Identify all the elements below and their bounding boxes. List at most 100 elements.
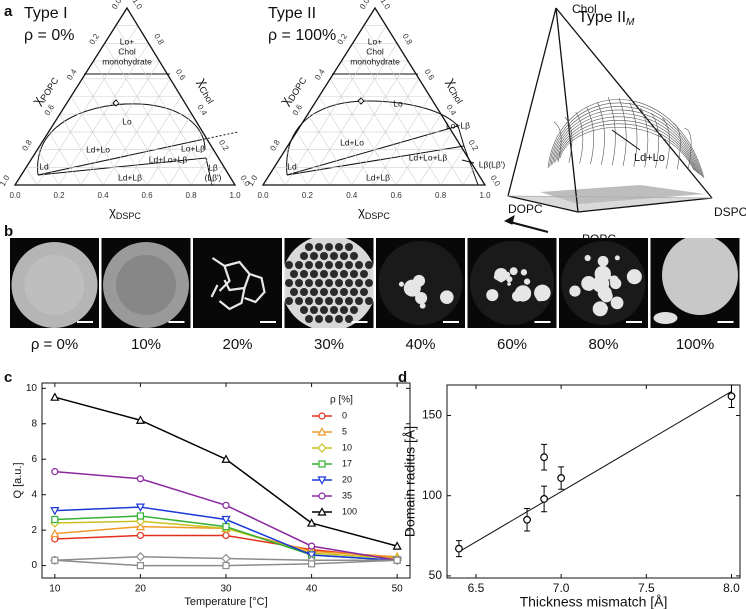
region-label: Ld+Lo — [634, 152, 665, 164]
axis-label: χDSPC — [358, 204, 390, 221]
domain — [300, 270, 308, 278]
domain — [330, 288, 338, 296]
y-tick-label: 150 — [422, 408, 442, 422]
micrograph-label: 20% — [222, 336, 252, 353]
domain — [295, 261, 303, 269]
domain — [330, 306, 338, 314]
y-tick-label: 10 — [26, 383, 38, 394]
domain — [360, 288, 368, 296]
data-point — [221, 553, 231, 564]
mesh-line — [651, 112, 659, 169]
tick-label: 0.2 — [88, 32, 102, 47]
domain — [486, 289, 499, 302]
grid-line — [36, 25, 139, 186]
data-point — [306, 518, 317, 527]
micrograph — [101, 238, 191, 328]
grid-line — [329, 60, 409, 186]
tick-label: 0.2 — [302, 191, 314, 200]
domain — [608, 275, 613, 280]
micrograph-label: 40% — [405, 336, 435, 353]
vesicle-core — [116, 255, 176, 315]
tick-label: 0.6 — [391, 191, 403, 200]
y-tick-label: 6 — [31, 454, 37, 465]
mesh-line — [555, 116, 699, 174]
grid-line — [341, 60, 419, 186]
micrograph-bg — [193, 238, 282, 328]
tick-label: 0.8 — [401, 32, 415, 47]
y-tick-label: 4 — [31, 489, 37, 500]
axis-label: χPOPC — [29, 72, 61, 109]
mesh-line — [550, 106, 702, 177]
micrograph — [10, 238, 99, 328]
region-label: Lβ — [208, 162, 218, 172]
domain — [597, 285, 612, 301]
domain — [509, 267, 518, 276]
phase-boundaries — [37, 73, 479, 186]
mesh-line — [672, 122, 681, 170]
legend-label: 20 — [342, 474, 352, 484]
panel-title: Type II — [268, 5, 316, 22]
domain — [494, 267, 508, 282]
vertex-label: DOPC — [508, 202, 543, 216]
domain — [398, 281, 405, 287]
micrograph — [284, 238, 374, 328]
data-point — [135, 503, 146, 512]
grid-line — [58, 43, 149, 186]
domain — [305, 261, 313, 269]
network — [210, 257, 266, 311]
domain — [350, 252, 358, 260]
x-tick-label: 7.0 — [553, 581, 570, 595]
region-label: Lβ(Lβ') — [479, 159, 506, 169]
legend-marker — [317, 507, 327, 516]
domain — [310, 306, 318, 314]
region-label: Lo — [122, 116, 132, 126]
legend-marker — [318, 460, 326, 468]
domain — [345, 315, 353, 323]
x-tick-label: 50 — [392, 584, 404, 595]
micrograph — [193, 238, 282, 328]
data-point — [136, 475, 145, 483]
axis-label: χDOPC — [277, 72, 309, 109]
tick-label: 0.2 — [53, 191, 65, 200]
domain — [345, 279, 353, 287]
domain — [340, 306, 348, 314]
legend-label: 100 — [342, 506, 357, 516]
domain — [315, 297, 323, 305]
plot-frame — [41, 382, 411, 579]
domain — [592, 301, 608, 317]
tick-label: 1.0 — [229, 191, 241, 200]
vertex-label: Chol — [572, 2, 597, 16]
mesh-line — [618, 97, 627, 167]
domain — [305, 297, 313, 305]
region-label: Chol — [366, 46, 384, 56]
panel-label: a — [4, 3, 13, 20]
domain — [290, 270, 298, 278]
legend-marker — [318, 492, 326, 500]
grid-line — [124, 96, 182, 186]
region-label: Lo+ — [368, 36, 382, 46]
mesh-line — [552, 109, 701, 176]
data-point — [222, 561, 230, 570]
domain — [584, 254, 591, 262]
grid-line — [115, 25, 214, 186]
grid-line — [373, 96, 431, 186]
axis-symbol: χ — [358, 204, 365, 219]
domain — [300, 306, 308, 314]
data-point — [221, 454, 231, 463]
tick-label: 0.4 — [346, 191, 358, 200]
tick-label: 0.6 — [423, 67, 437, 82]
domain — [345, 297, 353, 305]
domain — [585, 284, 593, 291]
data-point — [307, 542, 316, 550]
domain — [330, 270, 338, 278]
domain — [335, 297, 343, 305]
y-tick-label: 100 — [422, 488, 442, 502]
y-tick-label: 0 — [31, 560, 37, 571]
legend-marker — [317, 476, 327, 485]
grid-line — [352, 43, 441, 186]
data-point — [222, 501, 230, 509]
region-label: Ld+Lo+Lβ — [149, 154, 188, 164]
axis-subscript: Chol — [446, 85, 464, 106]
grid-line — [25, 167, 38, 186]
domain — [285, 297, 293, 305]
